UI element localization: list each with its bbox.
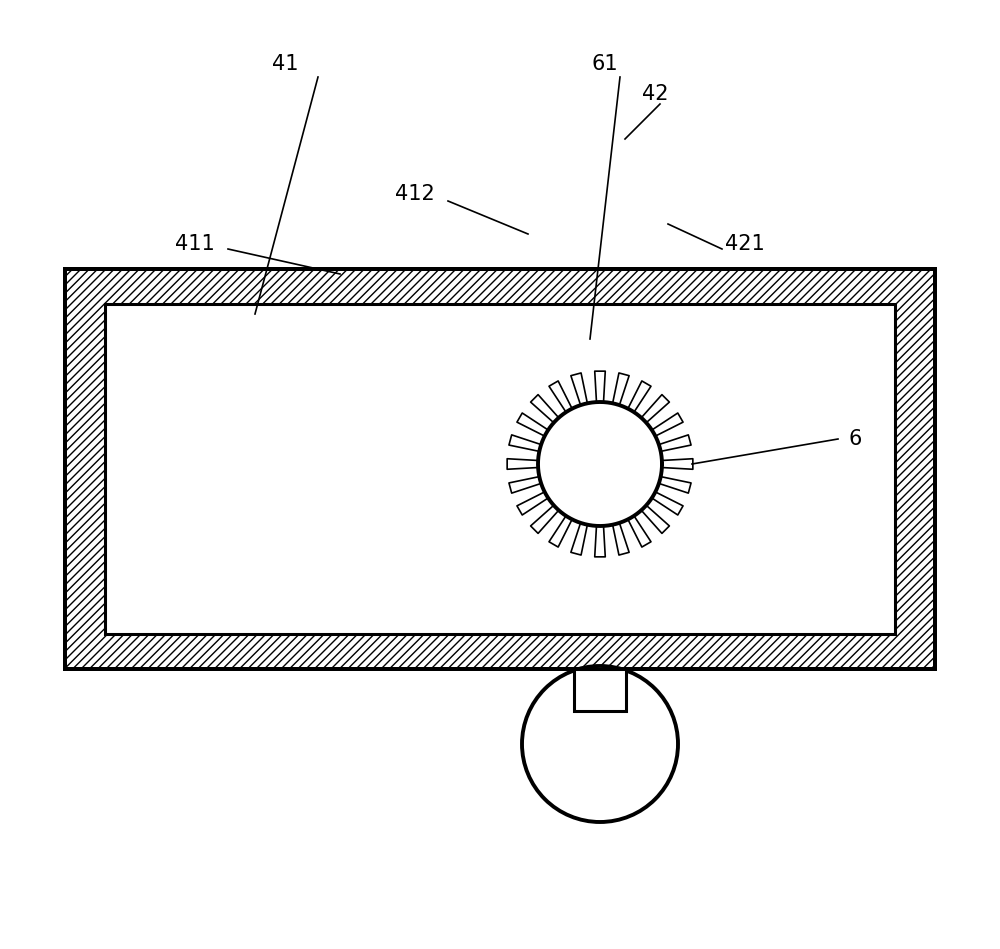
Bar	[574, 669, 626, 711]
Text: 61: 61	[592, 54, 618, 74]
Bar	[105, 304, 895, 634]
Bar	[65, 269, 935, 669]
Text: 6: 6	[848, 429, 862, 449]
Text: 41: 41	[272, 54, 298, 74]
Text: 42: 42	[642, 84, 668, 104]
Bar	[65, 269, 935, 669]
Text: 412: 412	[395, 184, 435, 204]
Circle shape	[522, 666, 678, 822]
Text: 411: 411	[175, 234, 215, 254]
Text: 421: 421	[725, 234, 765, 254]
